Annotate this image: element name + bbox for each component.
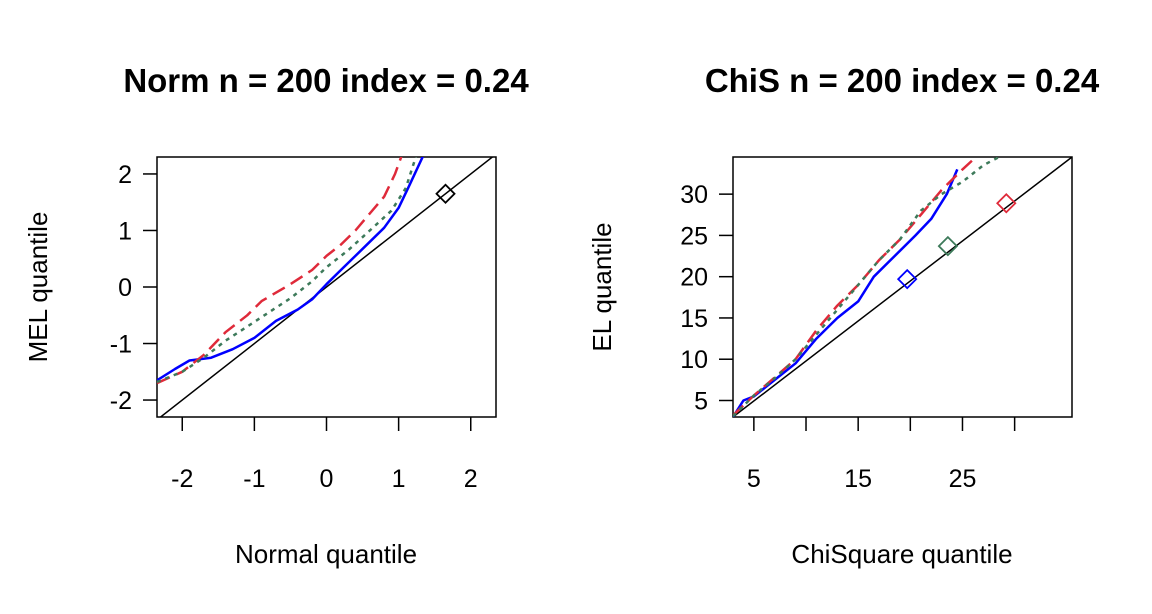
y-tick-label: 0 — [118, 274, 132, 302]
series-line — [733, 157, 1000, 417]
panel-title: ChiS n = 200 index = 0.24 — [705, 62, 1100, 99]
panel-right: ChiS n = 200 index = 0.24 ChiSquare quan… — [587, 62, 1100, 569]
plot-area: -2 -1 0 1 2 -2 -1 0 1 2 — [110, 156, 497, 493]
y-tick-label: 1 — [118, 217, 132, 245]
y-tick-label: -2 — [110, 387, 132, 415]
series-line — [157, 157, 418, 384]
series-line — [733, 168, 959, 417]
series-line — [733, 157, 977, 417]
plot-lines — [733, 157, 1072, 417]
y-tick-label: 25 — [680, 222, 708, 250]
panel-title: Norm n = 200 index = 0.24 — [123, 62, 529, 99]
y-axis-label: EL quantile — [587, 222, 617, 351]
panel-left: Norm n = 200 index = 0.24 Normal quantil… — [23, 62, 529, 569]
y-tick-label: -1 — [110, 331, 132, 359]
reference-line — [733, 157, 1072, 417]
diamond-marker — [896, 268, 918, 290]
x-tick-label: 15 — [844, 465, 872, 493]
y-tick-label: 5 — [694, 387, 708, 415]
diamond-marker — [435, 183, 456, 205]
x-tick-label: 25 — [949, 465, 977, 493]
x-axis-label: Normal quantile — [235, 539, 417, 569]
y-tick-label: 10 — [680, 346, 708, 374]
x-tick-label: 2 — [464, 465, 478, 493]
reference-line — [159, 157, 494, 417]
plot-frame — [732, 156, 1073, 418]
series-line — [157, 157, 403, 385]
diamond-marker — [996, 192, 1017, 214]
plot-lines — [157, 157, 494, 417]
y-tick-label: 15 — [680, 305, 708, 333]
y-tick-label: 2 — [118, 161, 132, 189]
x-tick-label: 1 — [392, 465, 406, 493]
y-tick-label: 20 — [680, 264, 708, 292]
x-tick-label: -1 — [243, 465, 265, 493]
x-tick-label: 5 — [747, 465, 761, 493]
x-tick-label: 0 — [320, 465, 334, 493]
x-axis-label: ChiSquare quantile — [791, 539, 1012, 569]
y-axis-label: MEL quantile — [23, 212, 53, 363]
plot-area: 5 15 25 5 10 15 20 25 30 — [680, 156, 1073, 493]
diamond-marker — [937, 235, 959, 257]
series-line — [157, 157, 424, 382]
x-tick-label: -2 — [171, 465, 193, 493]
y-tick-label: 30 — [680, 181, 708, 209]
